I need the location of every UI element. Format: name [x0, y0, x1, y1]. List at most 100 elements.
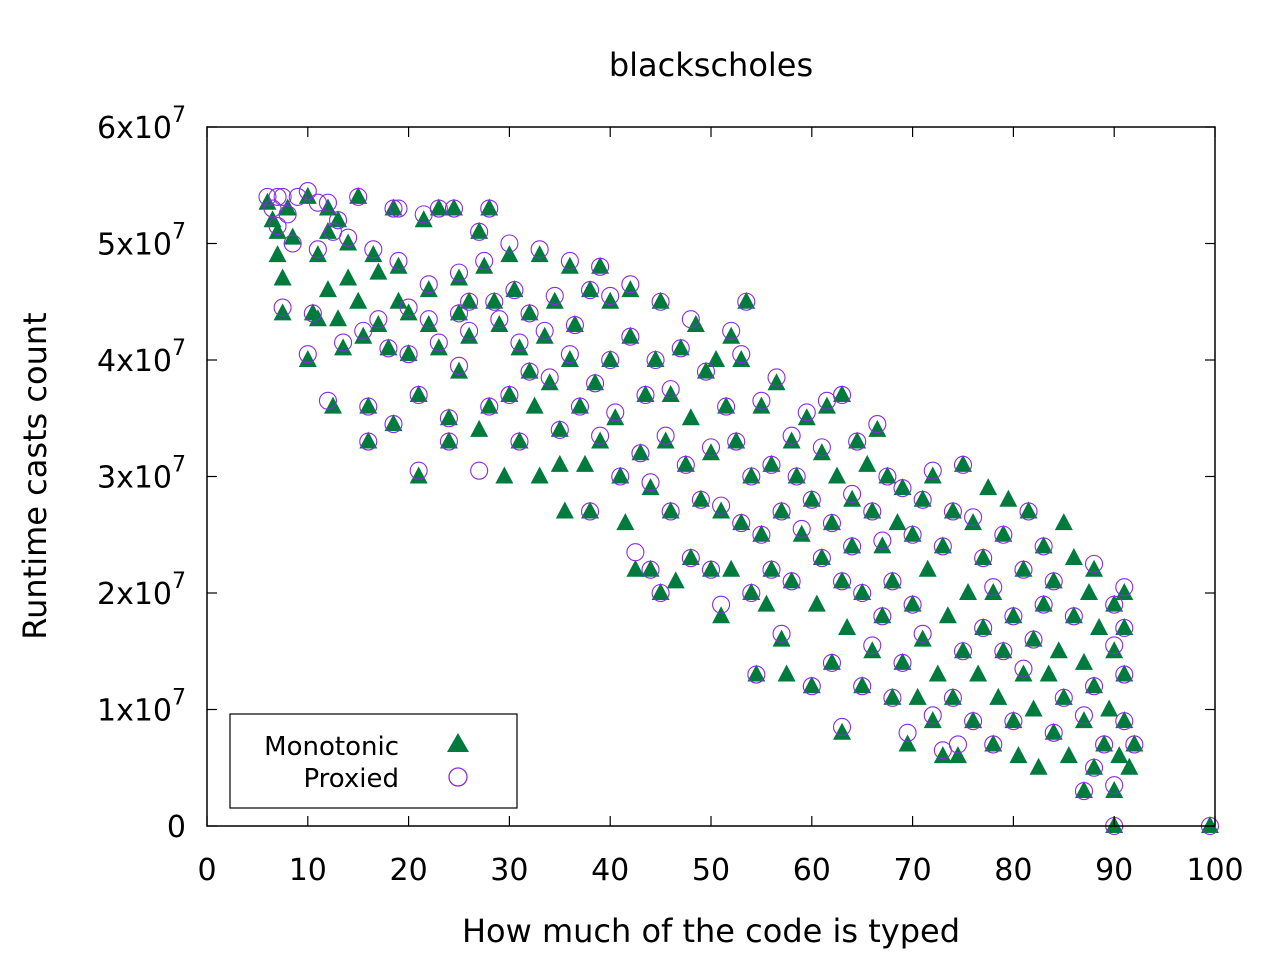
data-point-monotonic [349, 186, 368, 204]
data-point-monotonic [873, 606, 892, 624]
data-point-monotonic [1100, 699, 1119, 717]
data-point-monotonic [1064, 548, 1083, 566]
data-point-monotonic [822, 513, 841, 531]
data-point-proxied [258, 187, 277, 206]
data-point-proxied [1024, 630, 1043, 649]
data-point-proxied [399, 298, 418, 317]
data-point-monotonic [943, 687, 962, 705]
data-point-monotonic [611, 466, 630, 484]
data-point-monotonic [318, 280, 337, 298]
data-point-proxied [288, 187, 307, 206]
data-point-monotonic [354, 326, 373, 344]
data-point-monotonic [984, 583, 1003, 600]
data-point-proxied [832, 385, 852, 405]
data-point-monotonic [1009, 746, 1028, 764]
data-point-proxied [1034, 595, 1053, 614]
data-point-monotonic [419, 280, 438, 298]
data-point-proxied [863, 502, 882, 521]
data-point-monotonic [485, 291, 504, 309]
data-point-proxied [787, 467, 806, 486]
data-point-monotonic [893, 478, 912, 496]
data-point-proxied [873, 531, 892, 550]
data-point-proxied [873, 607, 892, 626]
data-point-monotonic [581, 280, 600, 298]
data-point-proxied [1014, 560, 1033, 579]
data-point-monotonic [661, 384, 680, 402]
data-point-monotonic [732, 350, 751, 367]
data-point-monotonic [1034, 536, 1053, 554]
data-point-proxied [535, 321, 554, 340]
data-point-monotonic [419, 315, 438, 333]
data-point-proxied [298, 345, 317, 364]
data-point-proxied [1105, 595, 1124, 614]
data-point-proxied [903, 525, 922, 544]
data-point-proxied [273, 187, 292, 206]
data-point-monotonic [898, 734, 917, 752]
data-point-monotonic [853, 583, 872, 600]
x-axis-label: How much of the code is typed [462, 912, 960, 950]
data-point-monotonic [767, 373, 786, 391]
data-point-proxied [974, 548, 993, 568]
data-point-monotonic [999, 489, 1018, 507]
data-point-monotonic [1085, 676, 1104, 694]
data-point-proxied [580, 502, 600, 521]
data-point-monotonic [1059, 746, 1078, 764]
data-point-monotonic [686, 315, 705, 333]
data-point-proxied [1004, 607, 1023, 626]
data-point-proxied [303, 304, 322, 323]
data-point-proxied [802, 490, 821, 509]
data-point-proxied [278, 205, 297, 224]
data-point-monotonic [318, 221, 337, 239]
data-point-monotonic [540, 373, 559, 391]
data-point-proxied [701, 438, 721, 457]
data-point-proxied [601, 286, 620, 305]
data-point-proxied [1074, 781, 1094, 801]
data-point-monotonic [712, 606, 731, 624]
legend-label-proxied: Proxied [303, 764, 399, 794]
data-point-monotonic [742, 583, 761, 600]
data-point-proxied [762, 455, 781, 474]
data-point-monotonic [954, 641, 972, 659]
data-point-monotonic [1115, 583, 1134, 600]
data-point-monotonic [717, 396, 736, 414]
data-point-monotonic [1115, 664, 1134, 682]
data-point-monotonic [1044, 571, 1063, 589]
legend-box [229, 713, 518, 809]
data-point-monotonic [298, 350, 317, 367]
data-point-proxied [772, 502, 791, 521]
data-point-proxied [621, 275, 640, 294]
data-point-monotonic [651, 583, 670, 600]
data-point-proxied [369, 310, 388, 329]
data-point-proxied [1115, 578, 1134, 597]
data-point-monotonic [812, 443, 831, 461]
data-point-proxied [1105, 636, 1124, 655]
data-point-monotonic [843, 536, 862, 554]
data-point-proxied [449, 356, 469, 375]
data-point-proxied [591, 257, 610, 276]
data-point-monotonic [1024, 629, 1043, 647]
data-point-monotonic [676, 454, 695, 472]
data-point-monotonic [954, 454, 972, 472]
data-point-monotonic [923, 466, 942, 484]
data-point-monotonic [943, 501, 962, 519]
data-point-monotonic [439, 408, 458, 426]
data-point-monotonic [883, 571, 902, 589]
data-point-monotonic [409, 384, 428, 402]
x-tick-label: 20 [390, 853, 428, 888]
data-point-proxied [883, 572, 902, 591]
data-point-monotonic [651, 291, 670, 309]
data-point-monotonic [752, 396, 771, 414]
chart-title: blackscholes [609, 46, 813, 84]
data-point-monotonic [732, 513, 751, 531]
data-point-monotonic [525, 396, 544, 414]
data-point-proxied [878, 467, 897, 486]
data-point-proxied [439, 409, 458, 428]
data-point-proxied [339, 228, 358, 247]
data-point-monotonic [1115, 711, 1134, 729]
data-point-proxied [792, 519, 811, 538]
data-point-proxied [611, 467, 630, 486]
data-point-monotonic [702, 559, 720, 577]
data-point-monotonic [933, 536, 952, 554]
data-point-monotonic [283, 227, 302, 245]
data-point-proxied [747, 665, 766, 684]
